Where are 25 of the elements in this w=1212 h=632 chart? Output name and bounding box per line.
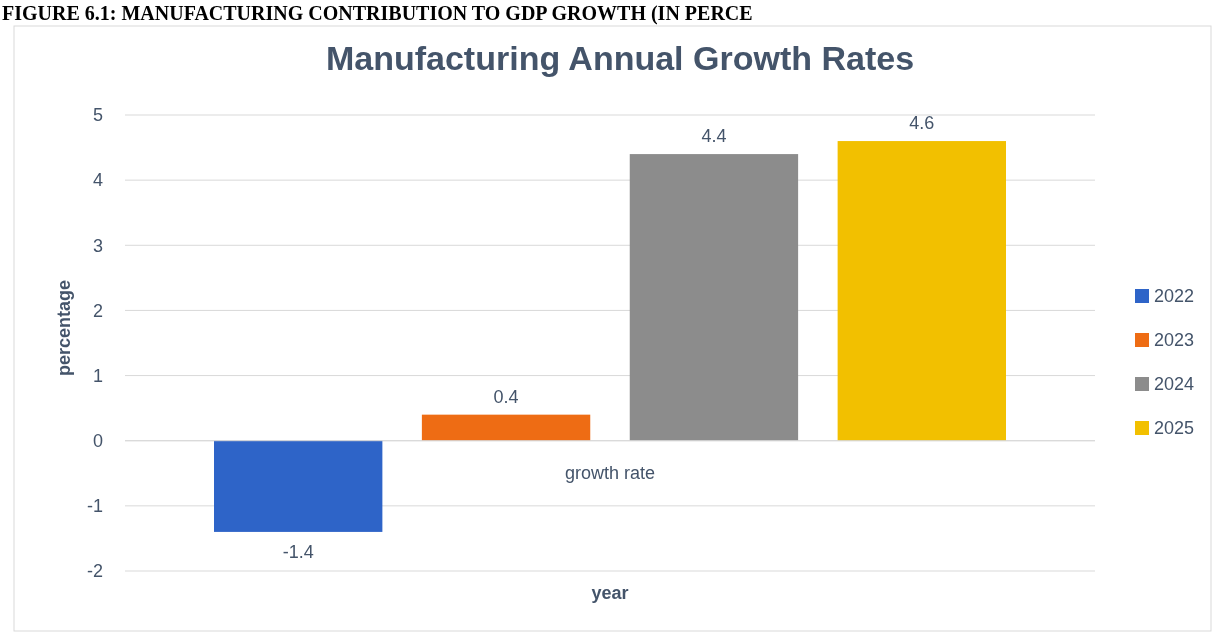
- y-tick-label: 1: [92, 365, 103, 386]
- x-axis-title: year: [591, 583, 629, 603]
- data-label: 4.4: [701, 126, 727, 147]
- y-tick-label: 5: [92, 105, 103, 126]
- y-tick-label: 0: [92, 431, 103, 452]
- data-label: 0.4: [493, 386, 519, 407]
- data-label: -1.4: [282, 541, 314, 562]
- y-axis-title: percentage: [54, 279, 74, 377]
- bar: [421, 414, 591, 441]
- x-tick-label: growth rate: [564, 462, 656, 483]
- legend-label: 2023: [1154, 330, 1195, 351]
- y-tick-label: 2: [92, 300, 103, 321]
- y-tick-label: -2: [86, 561, 103, 582]
- bar: [837, 141, 1006, 441]
- legend-label: 2024: [1154, 374, 1195, 395]
- legend-label: 2025: [1154, 418, 1195, 439]
- chart-title: Manufacturing Annual Growth Rates: [325, 39, 915, 77]
- data-label: 4.6: [909, 113, 935, 134]
- y-tick-label: 4: [92, 170, 103, 191]
- bar: [629, 154, 799, 441]
- caption: FIGURE 6.1: MANUFACTURING CONTRIBUTION TO GDP GROWTH (IN PERCE: [2, 2, 753, 25]
- y-tick-label: 3: [92, 235, 103, 256]
- bar: [214, 440, 383, 532]
- legend-label: 2022: [1154, 286, 1195, 307]
- y-tick-label: -1: [86, 496, 103, 517]
